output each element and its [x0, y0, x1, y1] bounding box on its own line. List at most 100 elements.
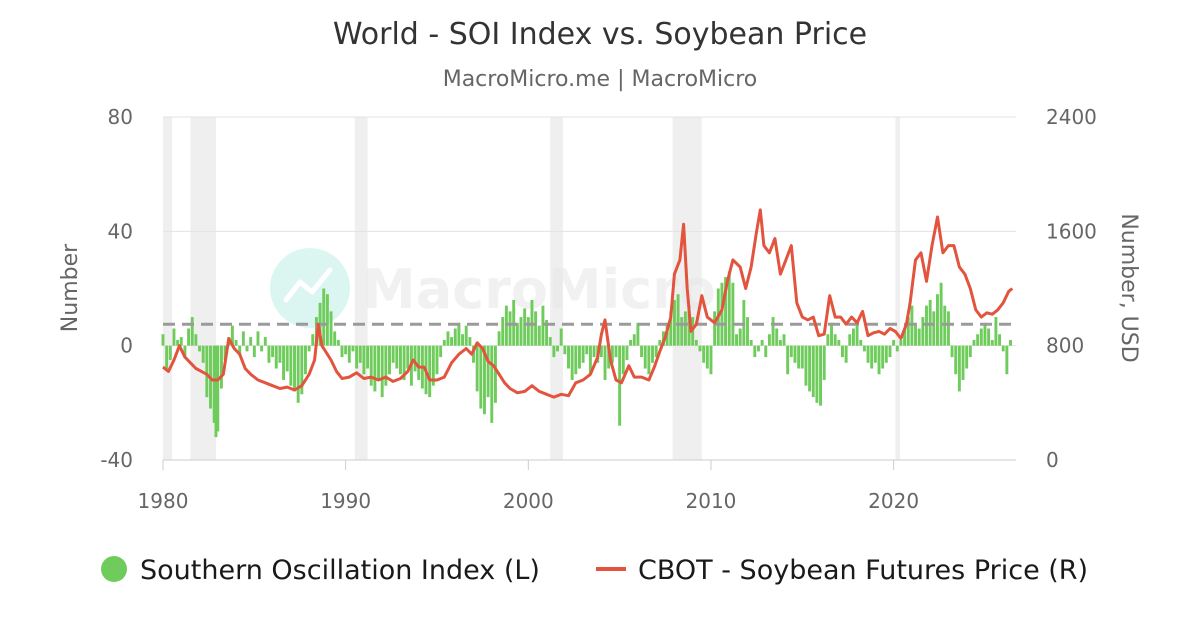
x-tick-label: 1980 — [138, 489, 189, 513]
soi-bar — [998, 334, 1002, 346]
soi-bar — [559, 328, 563, 346]
soi-bar — [296, 345, 300, 403]
recession-band — [163, 117, 173, 460]
soi-bar — [472, 345, 475, 363]
soi-bar — [892, 339, 896, 346]
soi-bar — [567, 345, 570, 369]
right-tick-label: 1600 — [1046, 219, 1097, 243]
legend-item-soi[interactable]: Southern Oscillation Index (L) — [101, 555, 540, 586]
soi-bar — [640, 345, 644, 358]
soi-bar — [906, 317, 910, 346]
soi-bar — [830, 322, 833, 346]
soi-bar — [508, 311, 512, 346]
soi-bar — [501, 317, 505, 346]
soi-bar — [490, 345, 494, 423]
soi-bar — [588, 345, 592, 375]
soybean-line — [162, 208, 1014, 399]
x-tick-label: 1990 — [320, 489, 371, 513]
soi-bar — [563, 345, 567, 355]
soi-bar — [1005, 345, 1009, 375]
legend-soybean-label: CBOT - Soybean Futures Price (R) — [638, 555, 1088, 586]
soi-bar — [1009, 339, 1012, 346]
soi-bar — [753, 345, 757, 358]
soi-bar — [877, 345, 881, 375]
soi-bar — [545, 319, 549, 346]
soi-bar — [694, 339, 698, 346]
soi-bar — [946, 311, 950, 346]
soi-bar — [161, 334, 165, 346]
soi-bar — [457, 322, 461, 346]
recession-band — [895, 117, 901, 460]
soi-bar — [214, 345, 218, 438]
soi-bar — [577, 345, 581, 369]
soi-bar — [610, 345, 614, 363]
soi-bar — [311, 334, 315, 346]
soi-bar — [293, 345, 296, 392]
soi-bar — [826, 334, 830, 346]
soi-bar — [851, 328, 855, 346]
soi-bar — [380, 345, 384, 398]
soi-bar — [680, 317, 684, 346]
soi-bar — [822, 345, 826, 380]
soi-bar — [274, 345, 278, 369]
soi-bar — [556, 345, 559, 352]
soi-bar — [483, 345, 486, 415]
soi-bar — [760, 339, 764, 346]
soi-bar — [683, 311, 687, 346]
soi-bar — [369, 345, 373, 386]
soi-bar — [402, 345, 406, 380]
soi-bar — [727, 271, 731, 346]
soi-bar — [592, 345, 596, 358]
right-tick-label: 800 — [1046, 334, 1084, 358]
soi-bar — [523, 308, 527, 346]
soi-bar — [764, 345, 768, 358]
soi-bar — [205, 345, 209, 398]
soi-bar — [939, 282, 943, 346]
chart-subtitle: MacroMicro.me | MacroMicro — [443, 67, 758, 92]
soi-bar — [957, 345, 961, 392]
soi-bar — [749, 339, 753, 346]
soi-bar — [249, 337, 253, 346]
soi-bar — [866, 345, 870, 363]
watermark: MacroMicro — [270, 248, 716, 328]
soi-bar — [256, 331, 260, 346]
soi-bar — [669, 311, 673, 346]
soi-bar — [797, 345, 801, 369]
recession-band — [190, 117, 216, 460]
soi-bar — [435, 345, 439, 375]
soi-bar — [917, 328, 921, 346]
soi-bar — [548, 337, 552, 346]
legend-item-soybean[interactable]: CBOT - Soybean Futures Price (R) — [596, 555, 1088, 586]
soi-bar — [358, 345, 362, 363]
left-axis-label: Number — [58, 243, 83, 332]
soi-bar — [475, 345, 479, 392]
soi-bar — [241, 331, 245, 346]
soi-bar — [698, 345, 702, 352]
x-tick-label: 2010 — [686, 489, 737, 513]
soi-bar — [888, 345, 892, 358]
soi-bar — [848, 334, 852, 346]
right-axis-label: Number, USD — [1116, 213, 1141, 362]
soi-bar — [972, 339, 976, 346]
soi-bar — [263, 337, 267, 346]
soi-bar — [336, 339, 340, 346]
soi-bar — [461, 334, 465, 346]
soi-bar — [870, 345, 874, 369]
left-axis-ticks: 80 40 0 -40 — [100, 105, 133, 472]
soi-bar — [881, 345, 885, 369]
soi-bar — [216, 345, 220, 432]
soi-bar — [179, 337, 183, 346]
soi-bar — [574, 345, 578, 375]
soi-bar — [800, 345, 804, 369]
soi-bar — [895, 345, 899, 352]
soi-bar — [285, 345, 289, 372]
soi-bar — [672, 299, 676, 346]
soi-bar — [271, 345, 275, 358]
soi-bar — [252, 345, 256, 358]
soi-bar — [767, 334, 771, 346]
soi-bar — [603, 345, 607, 380]
soi-bar — [625, 345, 629, 360]
soi-bar — [735, 334, 738, 346]
